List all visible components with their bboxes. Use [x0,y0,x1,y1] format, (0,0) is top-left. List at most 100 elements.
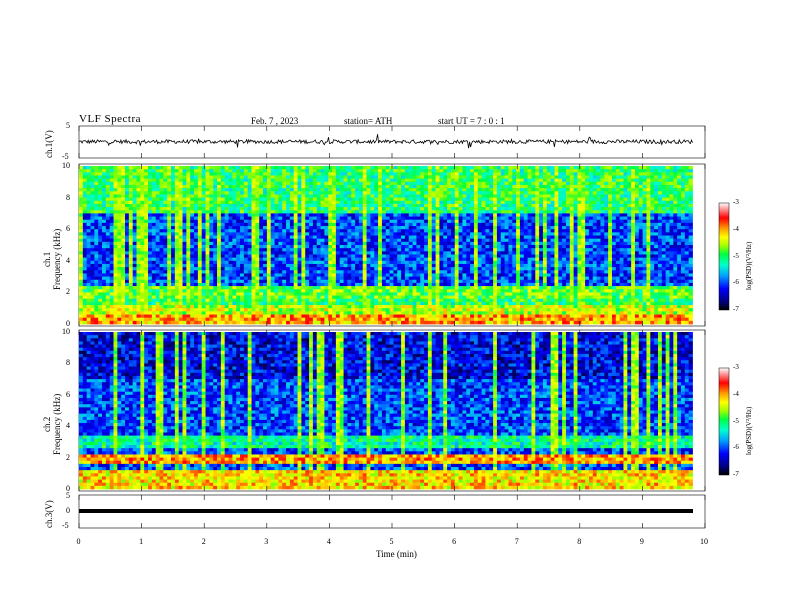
spectrogram-cell [477,172,482,176]
spectrogram-cell [447,219,452,224]
spectrogram-cell [220,172,226,176]
spectrogram-cell [293,197,298,202]
spectrogram-cell [151,169,157,173]
spectrogram-cell [554,222,559,227]
spectrogram-cell [178,200,183,205]
spectrogram-cell [209,257,214,262]
spectrogram-cell [148,210,153,214]
spectrogram-cell [519,166,525,170]
spectrogram-cell [320,222,325,227]
spectrogram-cell [611,181,617,186]
spectrogram-cell [408,169,413,173]
spectrogram-cell [209,251,214,255]
spectrogram-cell [657,194,663,198]
spectrogram-cell [274,191,279,195]
spectrogram-cell [113,203,118,208]
spectrogram-cell [535,178,540,183]
spectrogram-cell [132,181,137,186]
spectrogram-cell [358,254,364,259]
spectrogram-cell [190,200,195,205]
spectrogram-cell [278,229,283,233]
spectrogram-cell [424,210,429,214]
spectrogram-cell [278,197,283,202]
spectrogram-cell [309,172,314,176]
spectrogram-cell [82,213,88,217]
spectrogram-cell [332,175,337,180]
spectrogram-cell [435,175,440,180]
spectrogram-cell [389,181,394,186]
spectrogram-cell [443,251,448,255]
spectrogram-cell [289,194,295,198]
spectrogram-cell [558,188,563,192]
spectrogram-cell [339,219,344,224]
spectrogram-cell [611,203,617,208]
spectrogram-cell [90,191,95,195]
spectrogram-cell [508,172,513,176]
spectrogram-cell [224,235,229,240]
spectrogram-cell [450,178,456,183]
spectrogram-cell [121,188,126,192]
spectrogram-cell [631,210,636,214]
spectrogram-cell [132,257,137,262]
spectrogram-cell [94,188,99,192]
spectrogram-cell [186,194,191,198]
spectrogram-cell [90,203,95,208]
spectrogram-cell [320,181,325,186]
spectrogram-cell [278,260,283,265]
spectrogram-cell [443,254,448,259]
spectrogram-cell [481,203,486,208]
spectrogram-cell [378,194,383,198]
spectrogram-cell [136,235,141,240]
spectrogram-cell [588,260,594,265]
spectrogram-cell [627,200,632,205]
spectrogram-cell [477,248,482,252]
spectrogram-cell [270,232,275,236]
spectrogram-cell [420,200,425,205]
spectrogram-cell [228,181,233,186]
spectrogram-cell [335,178,341,183]
spectrogram-cell [385,226,390,230]
spectrogram-cell [489,194,494,198]
spectrogram-cell [677,226,682,230]
spectrogram-cell [627,184,632,189]
spectrogram-cell [512,213,517,217]
spectrogram-cell [148,235,153,240]
spectrogram-cell [470,254,475,259]
spectrogram-cell [194,191,199,195]
spectrogram-cell [608,241,613,246]
spectrogram-cell [297,207,302,211]
spectrogram-cell [174,207,180,211]
spectrogram-cell [213,222,218,227]
spectrogram-cell [401,188,406,192]
spectrogram-cell [121,210,126,214]
spectrogram-cell [82,248,88,252]
spectrogram-cell [347,210,352,214]
spectrogram-cell [592,260,598,265]
spectrogram-cell [389,248,394,252]
spectrogram-cell [109,184,114,189]
spectrogram-cell [182,178,187,183]
spectrogram-cell [144,200,149,205]
spectrogram-cell [190,251,195,255]
spectrogram-cell [611,166,617,170]
spectrogram-cell [282,260,287,265]
spectrogram-cell [688,210,693,214]
spectrogram-cell [642,254,647,259]
spectrogram-cell [186,216,191,221]
spectrogram-cell [500,207,505,211]
spectrogram-cell [489,169,494,173]
spectrogram-cell [343,222,348,227]
spectrogram-cell [600,166,605,170]
spectrogram-cell [493,210,498,214]
spectrogram-cell [335,181,341,186]
spectrogram-cell [205,257,210,262]
spectrogram-cell [569,213,575,217]
spectrogram-cell [397,222,402,227]
spectrogram-cell [90,260,95,265]
spectrogram-cell [197,219,203,224]
spectrogram-cell [569,210,575,214]
spectrogram-cell [443,222,448,227]
spectrogram-cell [523,229,528,233]
spectrogram-cell [243,235,249,240]
spectrogram-cell [615,184,621,189]
